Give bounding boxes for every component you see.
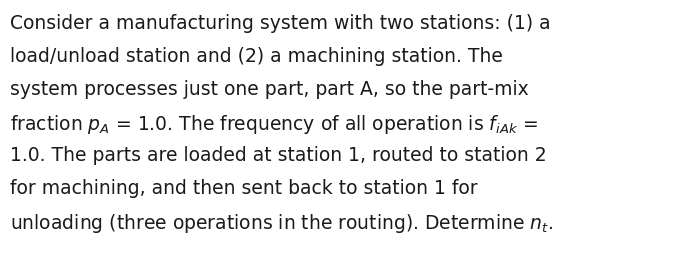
Text: load/unload station and (2) a machining station. The: load/unload station and (2) a machining …	[10, 47, 503, 66]
Text: Consider a manufacturing system with two stations: (1) a: Consider a manufacturing system with two…	[10, 14, 551, 33]
Text: system processes just one part, part A, so the part-mix: system processes just one part, part A, …	[10, 80, 528, 99]
Text: unloading (three operations in the routing). Determine $n_t$.: unloading (three operations in the routi…	[10, 211, 553, 234]
Text: fraction $p_A$ = 1.0. The frequency of all operation is $f_{iAk}$ =: fraction $p_A$ = 1.0. The frequency of a…	[10, 113, 538, 135]
Text: 1.0. The parts are loaded at station 1, routed to station 2: 1.0. The parts are loaded at station 1, …	[10, 146, 547, 164]
Text: for machining, and then sent back to station 1 for: for machining, and then sent back to sta…	[10, 178, 477, 197]
